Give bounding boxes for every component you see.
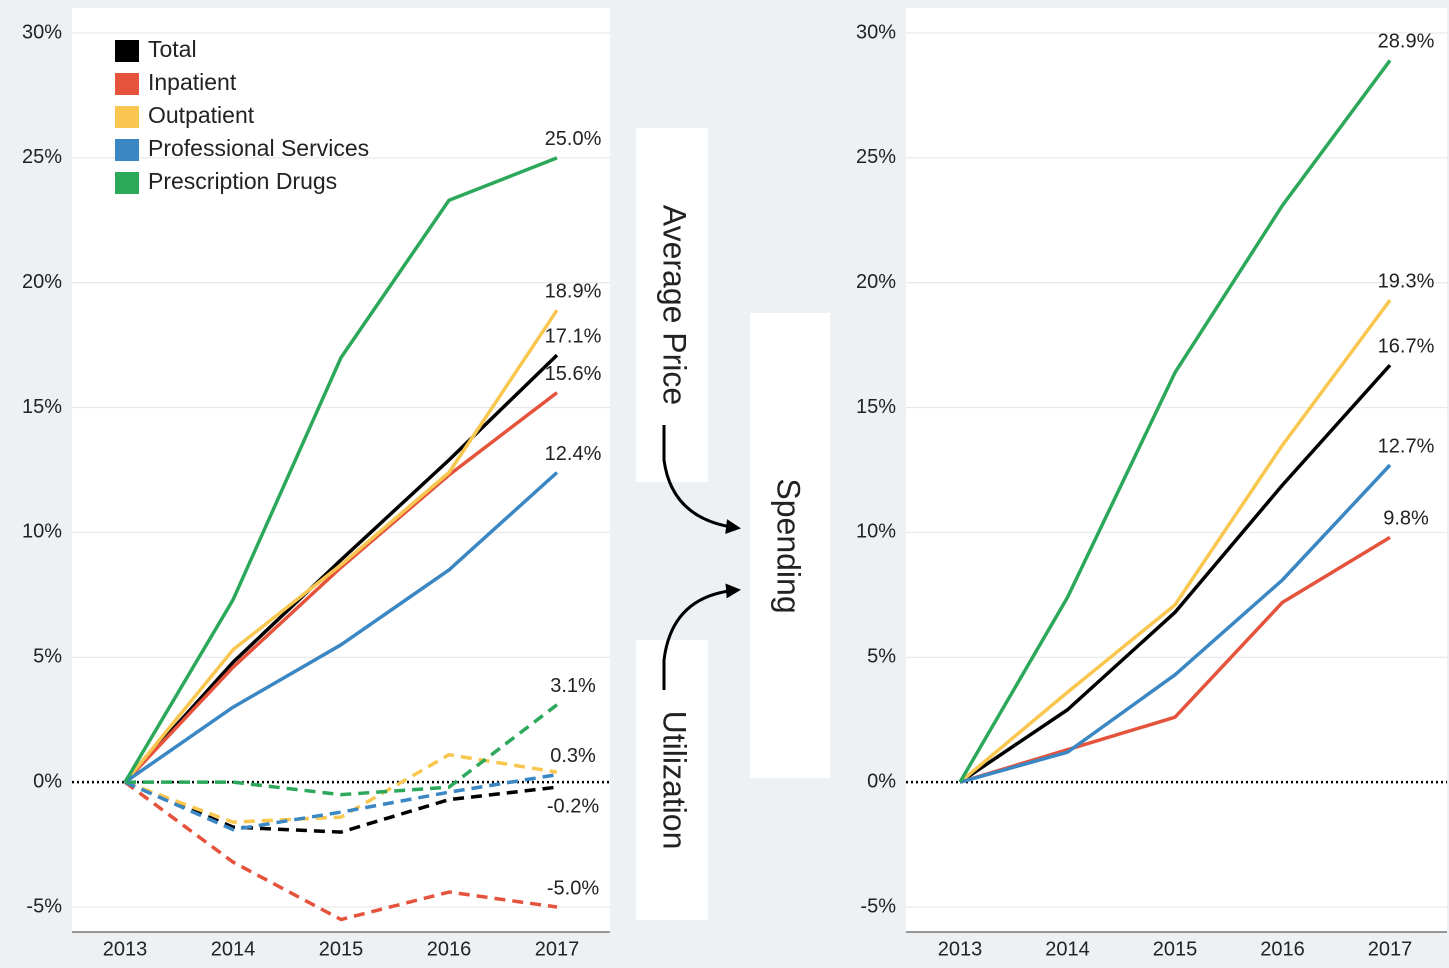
legend-swatch [115, 139, 139, 161]
y-tick-label: -5% [26, 895, 62, 917]
legend-label: Professional Services [148, 135, 369, 161]
y-tick-label: 20% [856, 271, 896, 293]
right-plot-area [906, 8, 1447, 932]
value-label: 17.1% [545, 325, 602, 347]
value-label: 12.7% [1378, 435, 1435, 457]
x-tick-label: 2014 [1045, 938, 1090, 960]
spending-label: Spending [771, 478, 807, 613]
line [123, 353, 559, 784]
left-plot-area [72, 8, 610, 932]
spending-box [750, 313, 830, 778]
y-tick-label: 10% [856, 521, 896, 543]
x-tick-label: 2017 [1368, 938, 1413, 960]
value-label: 15.6% [545, 363, 602, 385]
legend-swatch [115, 40, 139, 62]
dashed-line [123, 780, 558, 922]
line [959, 463, 1392, 784]
line [959, 363, 1392, 784]
legend-swatch [115, 106, 139, 128]
legend-label: Prescription Drugs [148, 168, 337, 194]
value-label: 16.7% [1378, 335, 1435, 357]
y-tick-label: 10% [22, 521, 62, 543]
utilization-arrow [662, 583, 741, 690]
legend-label: Outpatient [148, 102, 255, 128]
value-label: 19.3% [1378, 270, 1435, 292]
value-label: 3.1% [550, 675, 596, 697]
line [124, 471, 559, 784]
line [123, 309, 559, 784]
legend-swatch [115, 172, 139, 194]
utilization-box [636, 640, 708, 920]
line [958, 299, 1392, 784]
x-tick-label: 2013 [938, 938, 983, 960]
value-label: 12.4% [545, 443, 602, 465]
value-label: 9.8% [1383, 508, 1429, 530]
x-tick-label: 2014 [211, 938, 256, 960]
x-tick-label: 2015 [1153, 938, 1198, 960]
dashed-line [124, 772, 558, 832]
y-tick-label: 15% [856, 396, 896, 418]
y-tick-label: 5% [867, 646, 896, 668]
y-tick-label: 15% [22, 396, 62, 418]
x-tick-label: 2013 [103, 938, 148, 960]
value-label: 18.9% [545, 280, 602, 302]
x-tick-label: 2016 [427, 938, 472, 960]
price-label: Average Price [657, 205, 693, 405]
value-label: -0.2% [547, 795, 599, 817]
utilization-label: Utilization [657, 711, 693, 850]
y-tick-label: 5% [33, 646, 62, 668]
y-tick-label: 25% [856, 146, 896, 168]
y-tick-label: 30% [856, 21, 896, 43]
dashed-line [125, 703, 559, 797]
line [958, 59, 1392, 784]
line [123, 156, 558, 784]
x-tick-label: 2016 [1260, 938, 1305, 960]
value-label: 25.0% [545, 128, 602, 150]
value-label: 28.9% [1378, 31, 1435, 53]
legend-swatch [115, 73, 139, 95]
y-tick-label: 25% [22, 146, 62, 168]
x-tick-label: 2015 [319, 938, 364, 960]
price-box [636, 128, 708, 482]
value-label: 0.3% [550, 745, 596, 767]
y-tick-label: -5% [860, 895, 896, 917]
price-arrow [662, 425, 741, 534]
legend-label: Total [148, 36, 197, 62]
value-label: -5.0% [547, 877, 599, 899]
y-tick-label: 0% [867, 770, 896, 792]
y-tick-label: 20% [22, 271, 62, 293]
legend-label: Inpatient [148, 69, 237, 95]
line [123, 391, 559, 784]
x-tick-label: 2017 [535, 938, 580, 960]
y-tick-label: 30% [22, 21, 62, 43]
y-tick-label: 0% [33, 770, 62, 792]
